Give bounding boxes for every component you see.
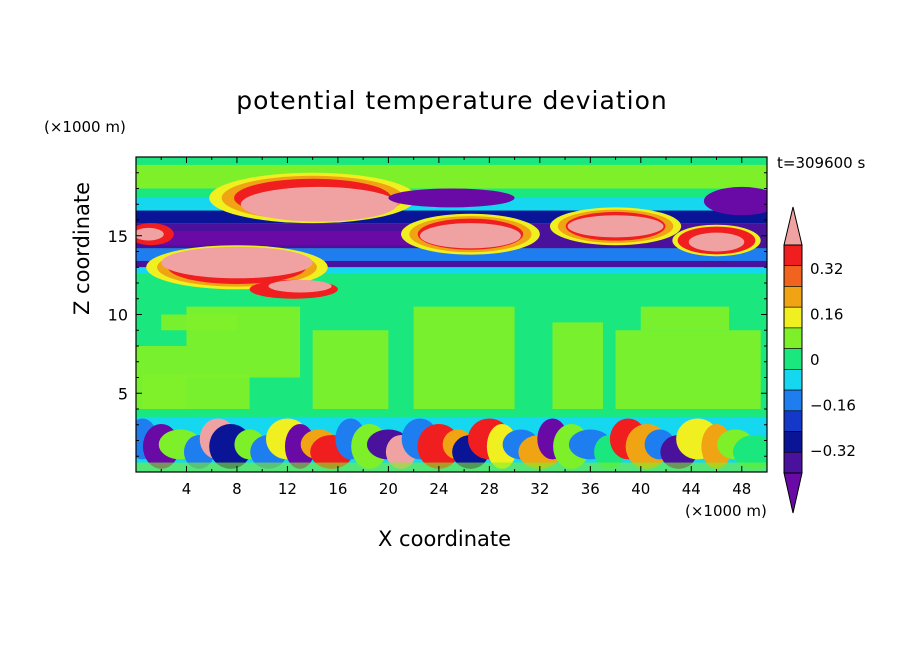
colorbar-swatch [783,265,803,287]
contour-patch [413,306,515,409]
colorbar-swatch [783,389,803,412]
contour-cell [732,434,767,469]
colorbar-swatch [783,348,803,370]
chart-title: potential temperature deviation [236,86,668,115]
y-axis-label: Z coordinate [70,181,94,315]
x-tick-label: 36 [581,480,600,498]
colorbar-swatch [783,306,803,329]
x-tick-label: 4 [182,480,192,498]
colorbar: 0.32 0.16 0 −0.16 −0.32 [783,206,856,514]
contour-blob [240,186,398,222]
contour-blob [419,223,521,249]
contour-patch [615,330,761,409]
colorbar-swatch [783,451,803,474]
x-tick-label: 24 [429,480,448,498]
contour-blob [567,215,664,238]
contour-patch [136,346,187,409]
contour-patch [552,322,603,409]
colorbar-frame [783,244,803,474]
field-contours [136,157,767,472]
y-tick-label: 10 [108,306,128,325]
x-tick-label: 28 [480,480,499,498]
x-tick-label: 8 [232,480,242,498]
x-tick-label: 20 [379,480,398,498]
colorbar-swatch [783,244,803,267]
contour-blob [268,279,332,293]
contour-patch [640,306,730,331]
contour-band [136,462,767,472]
time-label: t=309600 s [777,154,866,172]
contour-band [161,231,465,246]
colorbar-min-triangle [783,472,803,514]
x-tick-label: 44 [682,480,701,498]
y-tick-label: 5 [118,384,128,403]
colorbar-tick-label: 0.32 [810,260,843,278]
x-tick-label: 16 [328,480,347,498]
contour-band [136,267,767,274]
colorbar-tick-label: −0.16 [810,397,856,415]
y-tick-label: 15 [108,227,128,246]
colorbar-tick-label: 0 [810,351,820,369]
contour-blob [703,186,767,216]
contour-blob [688,232,745,252]
colorbar-swatch [783,369,803,391]
plot-area [136,157,767,472]
x-tick-label: 48 [732,480,751,498]
contour-patch [161,314,237,331]
x-axis-label: X coordinate [378,527,512,551]
colorbar-swatch [783,410,803,432]
colorbar-swatch [783,286,803,308]
colorbar-swatch [783,431,803,453]
x-tick-label: 32 [530,480,549,498]
x-axis-unit: (×1000 m) [685,502,767,520]
colorbar-tick-label: 0.16 [810,305,843,323]
colorbar-max-triangle [783,206,803,246]
contour-patch [312,330,389,409]
contour-blob [136,227,164,241]
contour-blob [161,246,313,279]
contour-band [136,260,767,268]
x-tick-label: 12 [278,480,297,498]
x-tick-label: 40 [631,480,650,498]
colorbar-tick-label: −0.32 [810,442,856,460]
y-axis-unit: (×1000 m) [44,118,126,136]
contour-blob [388,188,515,208]
colorbar-swatch [783,327,803,349]
